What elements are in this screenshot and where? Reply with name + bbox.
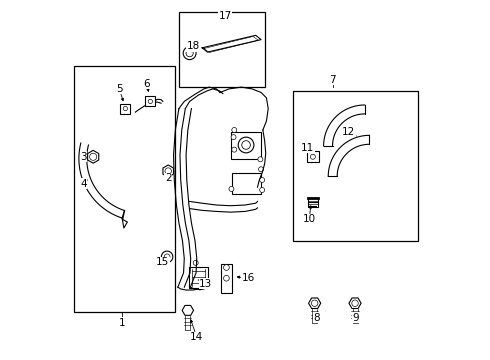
Bar	[121, 104, 130, 113]
Circle shape	[259, 167, 264, 172]
Bar	[146, 96, 155, 107]
Polygon shape	[182, 305, 194, 315]
Circle shape	[238, 137, 254, 153]
Circle shape	[183, 47, 196, 60]
Circle shape	[258, 157, 263, 162]
Circle shape	[186, 50, 193, 57]
Text: 1: 1	[119, 318, 125, 328]
Circle shape	[260, 177, 265, 183]
Circle shape	[310, 154, 316, 159]
Circle shape	[223, 265, 229, 270]
Circle shape	[242, 141, 250, 149]
Polygon shape	[163, 165, 173, 177]
Circle shape	[164, 254, 170, 260]
Circle shape	[90, 153, 97, 160]
Circle shape	[165, 168, 172, 174]
Circle shape	[232, 127, 237, 132]
Circle shape	[312, 300, 318, 306]
Text: 9: 9	[352, 312, 359, 323]
Text: 7: 7	[329, 75, 336, 85]
Bar	[74, 66, 175, 312]
Circle shape	[229, 186, 234, 192]
Polygon shape	[309, 298, 321, 309]
Bar	[293, 91, 418, 241]
Circle shape	[231, 135, 236, 140]
Text: 11: 11	[301, 143, 314, 153]
Polygon shape	[88, 150, 99, 163]
Text: 3: 3	[80, 152, 87, 162]
Circle shape	[193, 260, 198, 265]
Text: 8: 8	[313, 312, 320, 323]
Bar	[220, 264, 232, 293]
Text: 4: 4	[80, 179, 87, 189]
Bar	[179, 12, 265, 87]
Circle shape	[191, 278, 196, 283]
Circle shape	[232, 147, 237, 152]
Bar	[232, 173, 261, 194]
Circle shape	[161, 251, 173, 262]
Text: 12: 12	[342, 127, 355, 137]
Text: 2: 2	[165, 173, 172, 183]
Text: 6: 6	[144, 78, 150, 89]
Circle shape	[352, 300, 358, 306]
Text: 15: 15	[156, 257, 170, 267]
Circle shape	[148, 99, 152, 104]
FancyBboxPatch shape	[231, 132, 261, 158]
FancyBboxPatch shape	[189, 267, 208, 288]
Polygon shape	[349, 298, 361, 309]
Text: 5: 5	[116, 84, 122, 94]
Text: 13: 13	[199, 279, 212, 289]
Text: 17: 17	[219, 11, 232, 21]
Circle shape	[223, 275, 229, 281]
Text: 14: 14	[190, 332, 203, 342]
Text: 16: 16	[242, 273, 255, 283]
Text: 18: 18	[187, 41, 200, 51]
Bar	[307, 151, 318, 162]
Circle shape	[260, 188, 265, 193]
Text: 10: 10	[303, 214, 316, 224]
Circle shape	[123, 107, 127, 111]
